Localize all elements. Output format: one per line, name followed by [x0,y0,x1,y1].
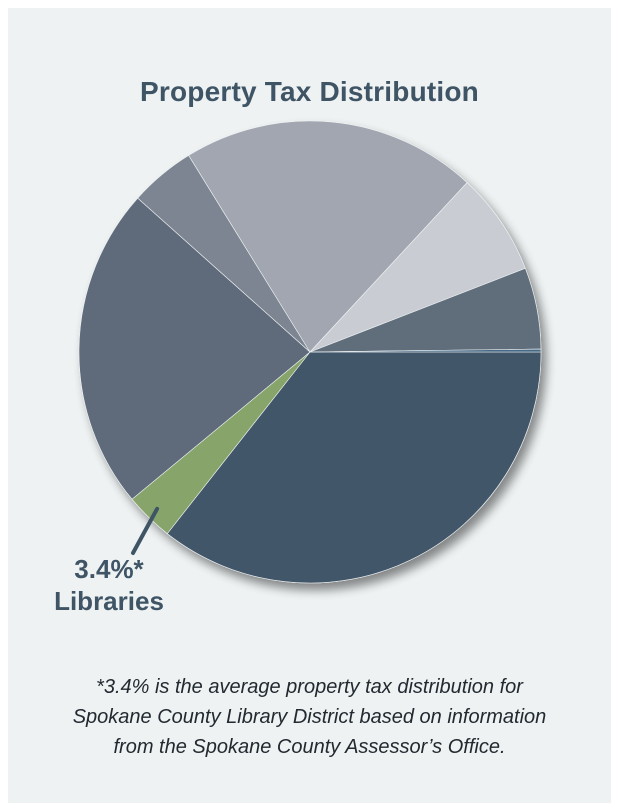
pie-slice-6 [309,182,526,353]
chart-title: Property Tax Distribution [140,76,479,107]
libraries-callout-name: Libraries [54,586,164,616]
footnote-line-1: *3.4% is the average property tax distri… [96,676,523,698]
footnote-line-2: Spokane County Library District based on… [72,706,547,728]
footnote-line-3: from the Spokane County Assessor’s Offic… [113,736,506,758]
chart-card: Property Tax Distribution 3.4%* Librarie… [8,8,611,803]
libraries-callout-leader [131,506,160,555]
pie-slice-5 [188,120,468,353]
pie-slice-8 [309,348,542,353]
pie-chart [78,120,542,584]
pie-slices [78,120,542,584]
pie-slice-1 [166,351,542,584]
pie-slice-3 [78,197,311,500]
libraries-callout: 3.4%* Libraries [44,553,174,617]
footnote: *3.4% is the average property tax distri… [8,672,611,762]
libraries-callout-value: 3.4%* [74,554,144,584]
